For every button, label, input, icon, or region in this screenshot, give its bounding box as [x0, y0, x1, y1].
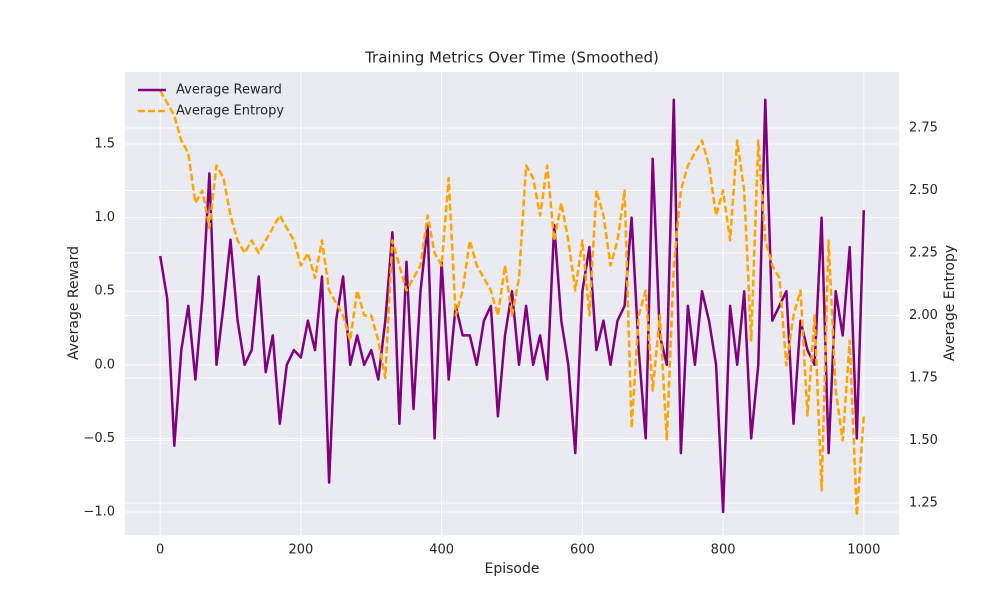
y-tick-label: −0.5 — [83, 431, 115, 446]
x-tick-label: 600 — [570, 543, 595, 558]
y2-tick-label: 1.75 — [909, 371, 938, 386]
x-axis-label: Episode — [485, 561, 540, 577]
legend-label: Average Entropy — [176, 104, 284, 119]
y2-tick-label: 1.25 — [909, 496, 938, 511]
legend: Average Reward Average Entropy — [138, 83, 284, 119]
y-tick-label: 0.0 — [94, 357, 115, 372]
y2-axis-label: Average Entropy — [942, 245, 958, 361]
y2-tick-label: 2.50 — [909, 183, 938, 198]
x-tick-label: 800 — [711, 543, 736, 558]
y-axis-label: Average Reward — [66, 246, 82, 360]
y-tick-label: 0.5 — [94, 284, 115, 299]
x-tick-label: 400 — [429, 543, 454, 558]
lines — [158, 89, 866, 517]
y-tick-label: 1.5 — [94, 136, 115, 151]
x-tick-label: 0 — [156, 543, 164, 558]
y2-tick-label: 1.50 — [909, 433, 938, 448]
series-line — [158, 98, 866, 514]
y-tick-label: −1.0 — [83, 505, 115, 520]
y-tick-label: 1.0 — [94, 210, 115, 225]
y2-tick-label: 2.25 — [909, 246, 938, 261]
series-line — [159, 89, 866, 517]
x-tick-label: 200 — [288, 543, 313, 558]
y2-tick-label: 2.00 — [909, 308, 938, 323]
legend-label: Average Reward — [176, 83, 282, 98]
y2-tick-label: 2.75 — [909, 121, 938, 136]
x-tick-label: 1000 — [847, 543, 880, 558]
chart-title: Training Metrics Over Time (Smoothed) — [364, 49, 659, 67]
